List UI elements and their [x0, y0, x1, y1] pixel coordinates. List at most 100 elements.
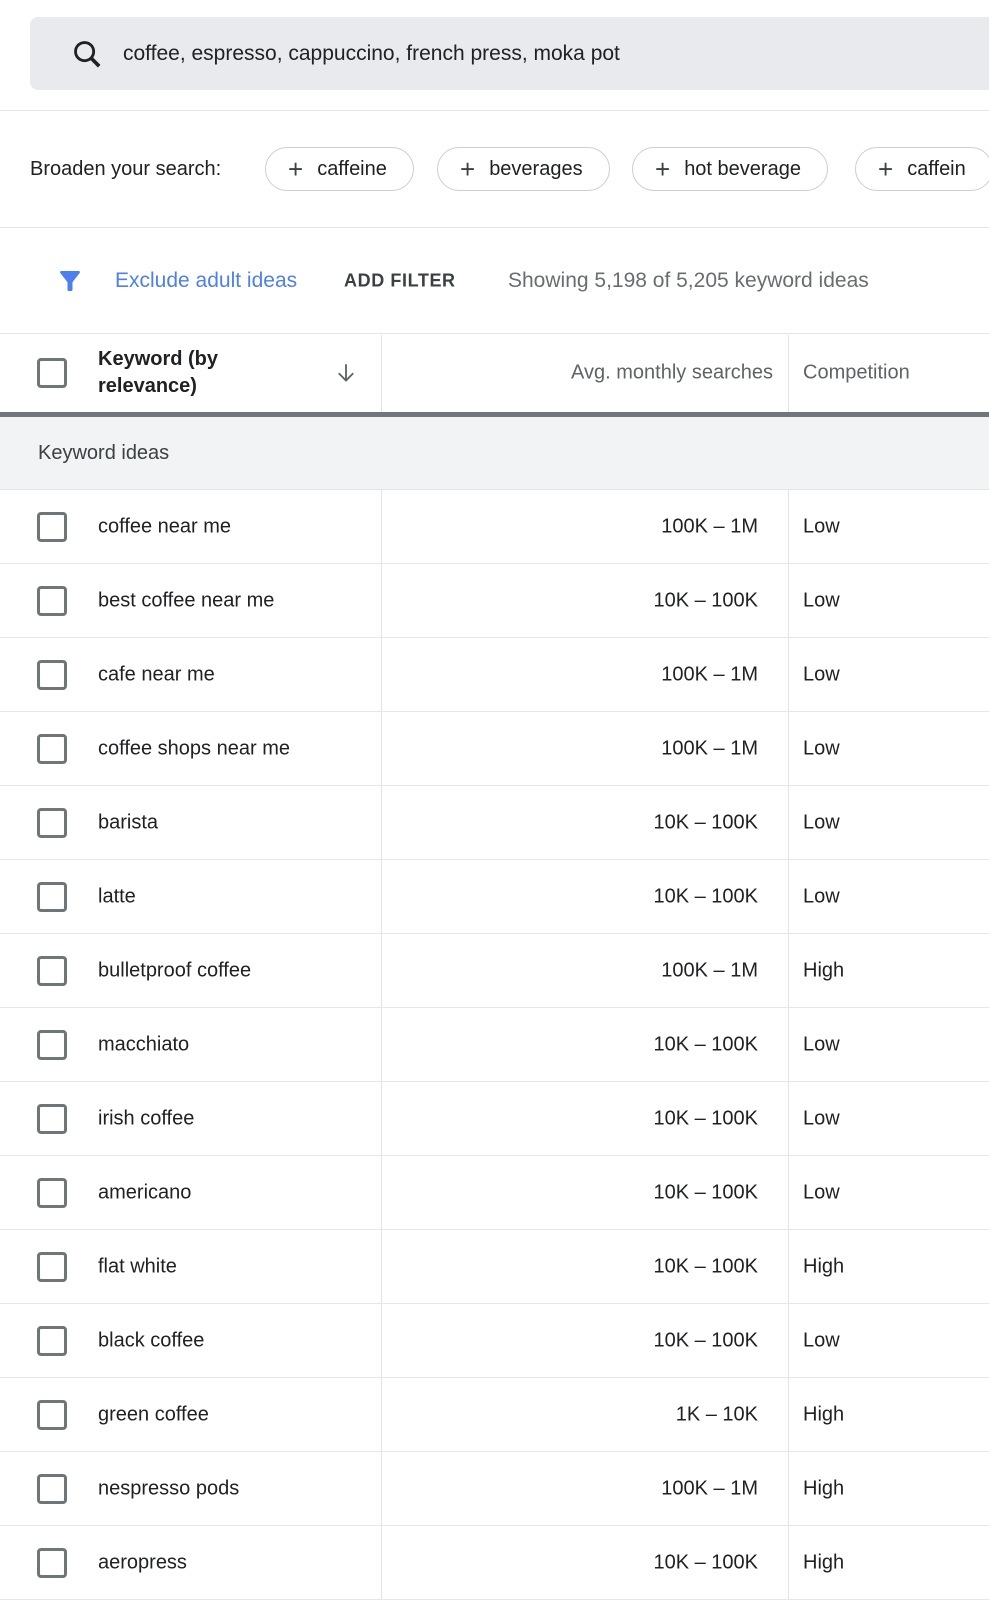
table-row: nespresso pods 100K – 1M High — [0, 1452, 989, 1526]
broaden-chip-hot-beverage[interactable]: + hot beverage — [632, 147, 828, 191]
column-header-keyword[interactable]: Keyword (by relevance) — [98, 348, 219, 397]
table-row: best coffee near me 10K – 100K Low — [0, 564, 989, 638]
broaden-chip-caffeine[interactable]: + caffeine — [265, 147, 414, 191]
select-all-checkbox[interactable] — [37, 358, 67, 388]
column-header-competition[interactable]: Competition — [803, 361, 910, 384]
keyword-cell: macchiato — [98, 1033, 190, 1055]
keyword-cell: green coffee — [98, 1403, 209, 1425]
row-checkbox[interactable] — [37, 1399, 67, 1430]
table-header: Keyword (by relevance) Avg. monthly sear… — [0, 333, 989, 412]
search-bar[interactable] — [30, 17, 989, 90]
keyword-cell: coffee near me — [98, 515, 232, 537]
competition-cell: Low — [803, 885, 840, 907]
keyword-cell: americano — [98, 1181, 192, 1203]
row-checkbox[interactable] — [37, 1177, 67, 1208]
avg-monthly-searches-cell: 100K – 1M — [661, 663, 758, 685]
row-checkbox[interactable] — [37, 585, 67, 616]
keyword-cell: best coffee near me — [98, 589, 275, 611]
row-checkbox[interactable] — [37, 807, 67, 838]
row-checkbox[interactable] — [37, 1029, 67, 1060]
row-checkbox[interactable] — [37, 1547, 67, 1578]
competition-cell: Low — [803, 811, 840, 833]
add-filter-button[interactable]: ADD FILTER — [344, 270, 456, 290]
filter-bar: Exclude adult ideas ADD FILTER Showing 5… — [0, 227, 989, 333]
table-header-divider — [0, 412, 989, 417]
sort-arrow-down-icon[interactable] — [333, 360, 359, 386]
table-row: coffee shops near me 100K – 1M Low — [0, 712, 989, 786]
broaden-chip-caffein[interactable]: + caffein — [855, 147, 989, 191]
avg-monthly-searches-cell: 10K – 100K — [653, 1329, 758, 1351]
avg-monthly-searches-cell: 10K – 100K — [653, 1181, 758, 1203]
table-row: bulletproof coffee 100K – 1M High — [0, 934, 989, 1008]
avg-monthly-searches-cell: 10K – 100K — [653, 1107, 758, 1129]
row-checkbox[interactable] — [37, 511, 67, 542]
column-divider — [788, 335, 789, 412]
competition-cell: Low — [803, 663, 840, 685]
row-checkbox[interactable] — [37, 1251, 67, 1282]
avg-monthly-searches-cell: 10K – 100K — [653, 885, 758, 907]
showing-count-text: Showing 5,198 of 5,205 keyword ideas — [508, 268, 869, 292]
broaden-label: Broaden your search: — [30, 158, 222, 180]
row-checkbox[interactable] — [37, 1103, 67, 1134]
keyword-cell: cafe near me — [98, 663, 215, 685]
plus-icon: + — [655, 154, 671, 184]
keyword-cell: irish coffee — [98, 1107, 195, 1129]
table-row: black coffee 10K – 100K Low — [0, 1304, 989, 1378]
row-checkbox[interactable] — [37, 1473, 67, 1504]
filter-funnel-icon — [55, 266, 85, 296]
competition-cell: High — [803, 1551, 845, 1573]
keyword-ideas-section-label: Keyword ideas — [38, 442, 170, 464]
avg-monthly-searches-cell: 10K – 100K — [653, 1033, 758, 1055]
broaden-chip-beverages[interactable]: + beverages — [437, 147, 610, 191]
avg-monthly-searches-cell: 100K – 1M — [661, 959, 758, 981]
keyword-cell: barista — [98, 811, 159, 833]
row-checkbox[interactable] — [37, 659, 67, 690]
competition-cell: Low — [803, 1033, 840, 1055]
plus-icon: + — [878, 154, 894, 184]
keyword-cell: coffee shops near me — [98, 737, 290, 759]
table-row: aeropress 10K – 100K High — [0, 1526, 989, 1600]
column-divider — [381, 490, 382, 1600]
search-icon — [70, 37, 104, 71]
avg-monthly-searches-cell: 100K – 1M — [661, 1477, 758, 1499]
plus-icon: + — [460, 154, 476, 184]
search-input[interactable] — [123, 33, 989, 74]
plus-icon: + — [288, 154, 304, 184]
keyword-cell: flat white — [98, 1255, 177, 1277]
table-row: barista 10K – 100K Low — [0, 786, 989, 860]
keyword-cell: black coffee — [98, 1329, 205, 1351]
keyword-cell: nespresso pods — [98, 1477, 240, 1499]
row-checkbox[interactable] — [37, 955, 67, 986]
competition-cell: High — [803, 1255, 845, 1277]
competition-cell: Low — [803, 1107, 840, 1129]
keyword-cell: bulletproof coffee — [98, 959, 252, 981]
table-row: macchiato 10K – 100K Low — [0, 1008, 989, 1082]
exclude-adult-ideas-link[interactable]: Exclude adult ideas — [115, 268, 298, 292]
table-body: coffee near me 100K – 1M Low best coffee… — [0, 490, 989, 1600]
avg-monthly-searches-cell: 10K – 100K — [653, 589, 758, 611]
row-checkbox[interactable] — [37, 733, 67, 764]
column-divider — [788, 490, 789, 1600]
column-header-avg-monthly-searches[interactable]: Avg. monthly searches — [571, 361, 773, 384]
table-row: latte 10K – 100K Low — [0, 860, 989, 934]
competition-cell: Low — [803, 737, 840, 759]
competition-cell: Low — [803, 589, 840, 611]
table-row: irish coffee 10K – 100K Low — [0, 1082, 989, 1156]
competition-cell: Low — [803, 1329, 840, 1351]
avg-monthly-searches-cell: 10K – 100K — [653, 1255, 758, 1277]
broaden-search-row: Broaden your search: + caffeine + bevera… — [0, 110, 989, 227]
row-checkbox[interactable] — [37, 881, 67, 912]
avg-monthly-searches-cell: 100K – 1M — [661, 737, 758, 759]
table-row: cafe near me 100K – 1M Low — [0, 638, 989, 712]
avg-monthly-searches-cell: 10K – 100K — [653, 811, 758, 833]
row-checkbox[interactable] — [37, 1325, 67, 1356]
competition-cell: High — [803, 959, 845, 981]
competition-cell: Low — [803, 1181, 840, 1203]
chip-label: caffeine — [317, 157, 387, 180]
keyword-cell: latte — [98, 885, 136, 907]
column-divider — [381, 335, 382, 412]
table-row: coffee near me 100K – 1M Low — [0, 490, 989, 564]
chip-label: beverages — [489, 157, 583, 180]
table-row: americano 10K – 100K Low — [0, 1156, 989, 1230]
